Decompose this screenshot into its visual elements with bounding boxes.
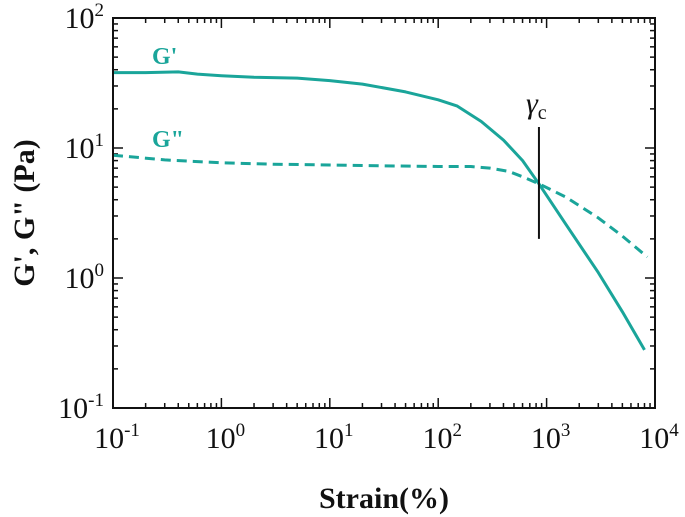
x-tick-label: 101 <box>314 420 354 455</box>
y-tick-label: 102 <box>65 0 105 35</box>
series-layer <box>112 70 649 351</box>
series-line-g-prime <box>113 70 646 351</box>
x-axis-title: Strain(%) <box>319 482 449 515</box>
x-tick-label: 102 <box>422 420 462 455</box>
tick-labels-layer: 10-1 100 101 102 103 104 10-1 100 101 102 <box>58 0 679 455</box>
series-label-g-double-prime: G" <box>152 127 184 153</box>
plot-frame <box>112 17 656 409</box>
series-line-g-double-prime <box>112 153 649 259</box>
series-label-g-prime: G' <box>152 44 177 70</box>
y-tick-label: 101 <box>65 130 105 165</box>
y-tick-label: 10-1 <box>58 390 104 425</box>
x-tick-label: 10-1 <box>94 420 140 455</box>
gamma-c-label: γc <box>526 87 547 124</box>
ticks-layer <box>112 17 656 409</box>
x-tick-label: 103 <box>531 420 571 455</box>
x-tick-label: 100 <box>206 420 246 455</box>
annotation-layer: γc <box>526 87 547 239</box>
x-tick-label: 104 <box>639 420 679 455</box>
y-tick-label: 100 <box>65 260 105 295</box>
y-axis-title: G', G" (Pa) <box>8 139 41 286</box>
